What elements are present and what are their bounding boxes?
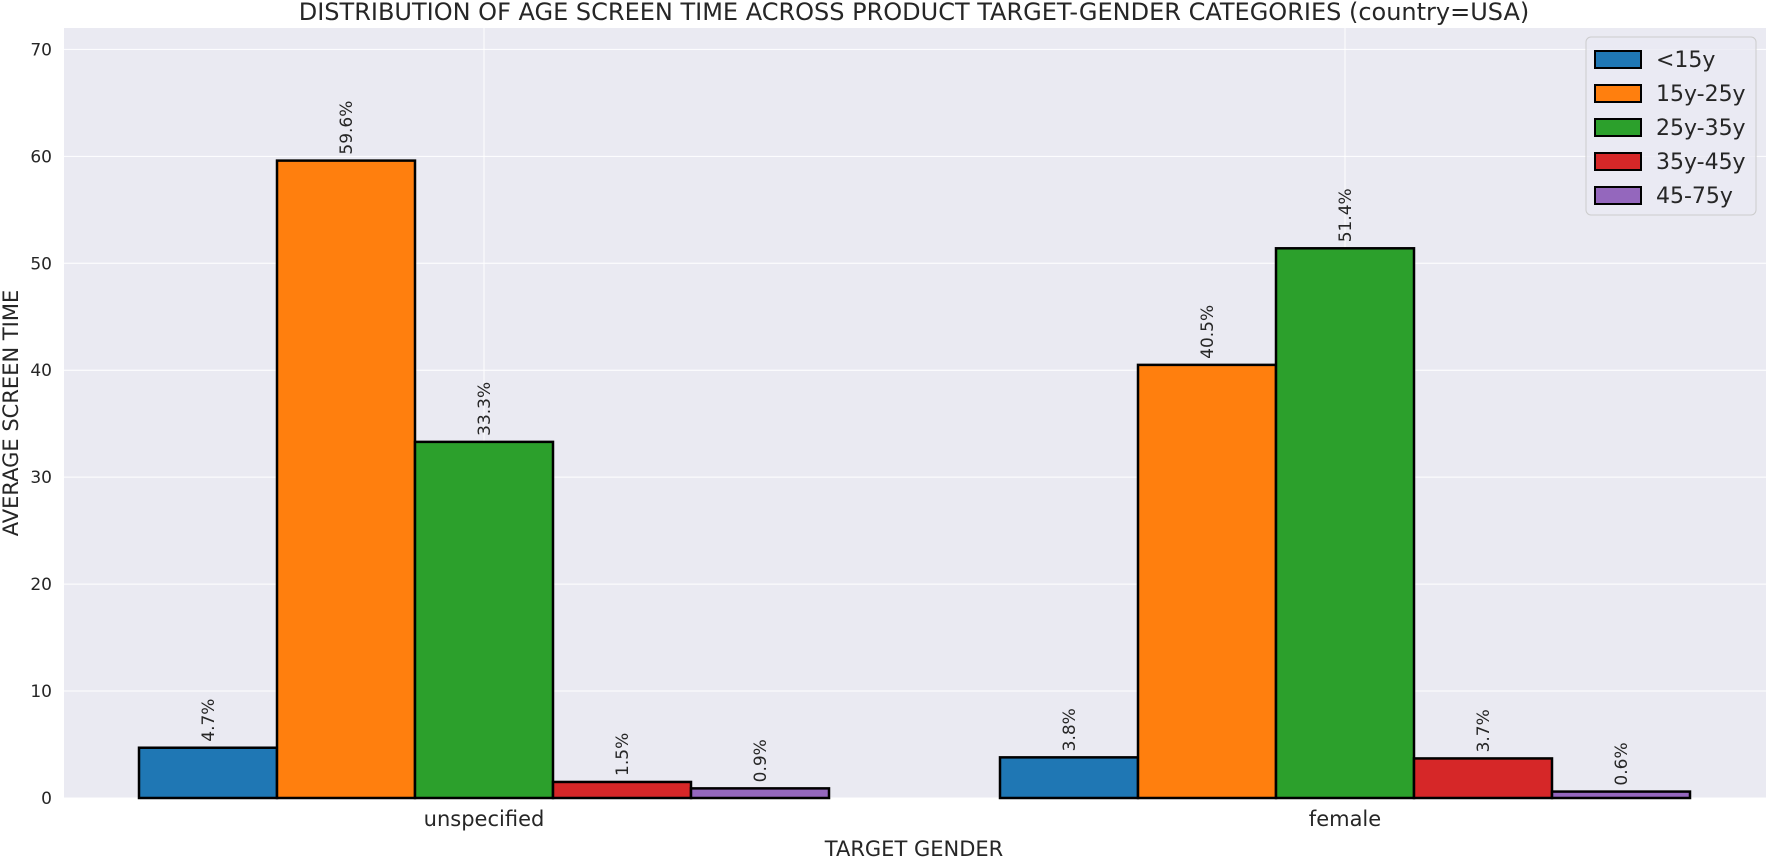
legend-label: 15y-25y — [1656, 82, 1746, 107]
legend-swatch — [1594, 50, 1642, 69]
data-label: 40.5% — [1198, 305, 1218, 359]
legend-label: <15y — [1656, 48, 1715, 73]
y-tick-label: 60 — [30, 147, 52, 167]
x-tick-label: female — [1309, 807, 1381, 831]
legend-swatch — [1594, 186, 1642, 205]
y-tick-label: 20 — [30, 575, 52, 595]
x-axis-ticks: unspecified female — [424, 807, 1382, 831]
bar-45-75y-unspecified — [689, 787, 831, 800]
legend-swatch — [1594, 152, 1642, 171]
y-axis-ticks: 0 10 20 30 40 50 60 70 — [30, 40, 52, 809]
bar-35y-45y-female — [1412, 757, 1554, 800]
bar-35y-45y-unspecified — [551, 780, 693, 800]
data-label: 4.7% — [199, 699, 219, 742]
data-label: 33.3% — [475, 382, 495, 436]
chart-title: DISTRIBUTION OF AGE SCREEN TIME ACROSS P… — [299, 0, 1530, 26]
bar-15y-25y-female — [1136, 363, 1278, 800]
data-label: 59.6% — [337, 101, 357, 155]
legend-label: 35y-45y — [1656, 150, 1746, 175]
x-tick-label: unspecified — [424, 807, 545, 831]
data-label: 3.8% — [1060, 708, 1080, 751]
data-label: 1.5% — [613, 733, 633, 776]
bar-15y-25y-unspecified — [275, 159, 417, 800]
y-tick-label: 70 — [30, 40, 52, 60]
legend-swatch — [1594, 118, 1642, 137]
x-axis-label: TARGET GENDER — [824, 837, 1003, 859]
data-label: 51.4% — [1336, 188, 1356, 242]
bar-25y-35y-unspecified — [413, 440, 555, 800]
bar-45-75y-female — [1550, 790, 1692, 800]
data-label: 0.6% — [1612, 742, 1632, 785]
data-label: 0.9% — [751, 739, 771, 782]
legend-label: 45-75y — [1656, 184, 1733, 209]
data-labels: 4.7% 3.8% 59.6% 40.5% 33.3% 51.4% 1.5% 3.7% 0.9%… — [199, 101, 1632, 786]
y-axis-label: AVERAGE SCREEN TIME — [0, 290, 23, 537]
y-tick-label: 40 — [30, 361, 52, 381]
data-label: 3.7% — [1474, 709, 1494, 752]
bar-<15y-female — [998, 756, 1140, 800]
y-tick-label: 50 — [30, 254, 52, 274]
y-tick-label: 30 — [30, 468, 52, 488]
bars — [137, 159, 1692, 800]
legend: <15y 15y-25y 25y-35y 35y-45y 45-75y — [1585, 36, 1757, 216]
y-tick-label: 0 — [41, 789, 52, 809]
bar-25y-35y-female — [1274, 247, 1416, 800]
legend-label: 25y-35y — [1656, 116, 1746, 141]
y-tick-label: 10 — [30, 682, 52, 702]
legend-swatch — [1594, 84, 1642, 103]
bar-<15y-unspecified — [137, 746, 279, 800]
